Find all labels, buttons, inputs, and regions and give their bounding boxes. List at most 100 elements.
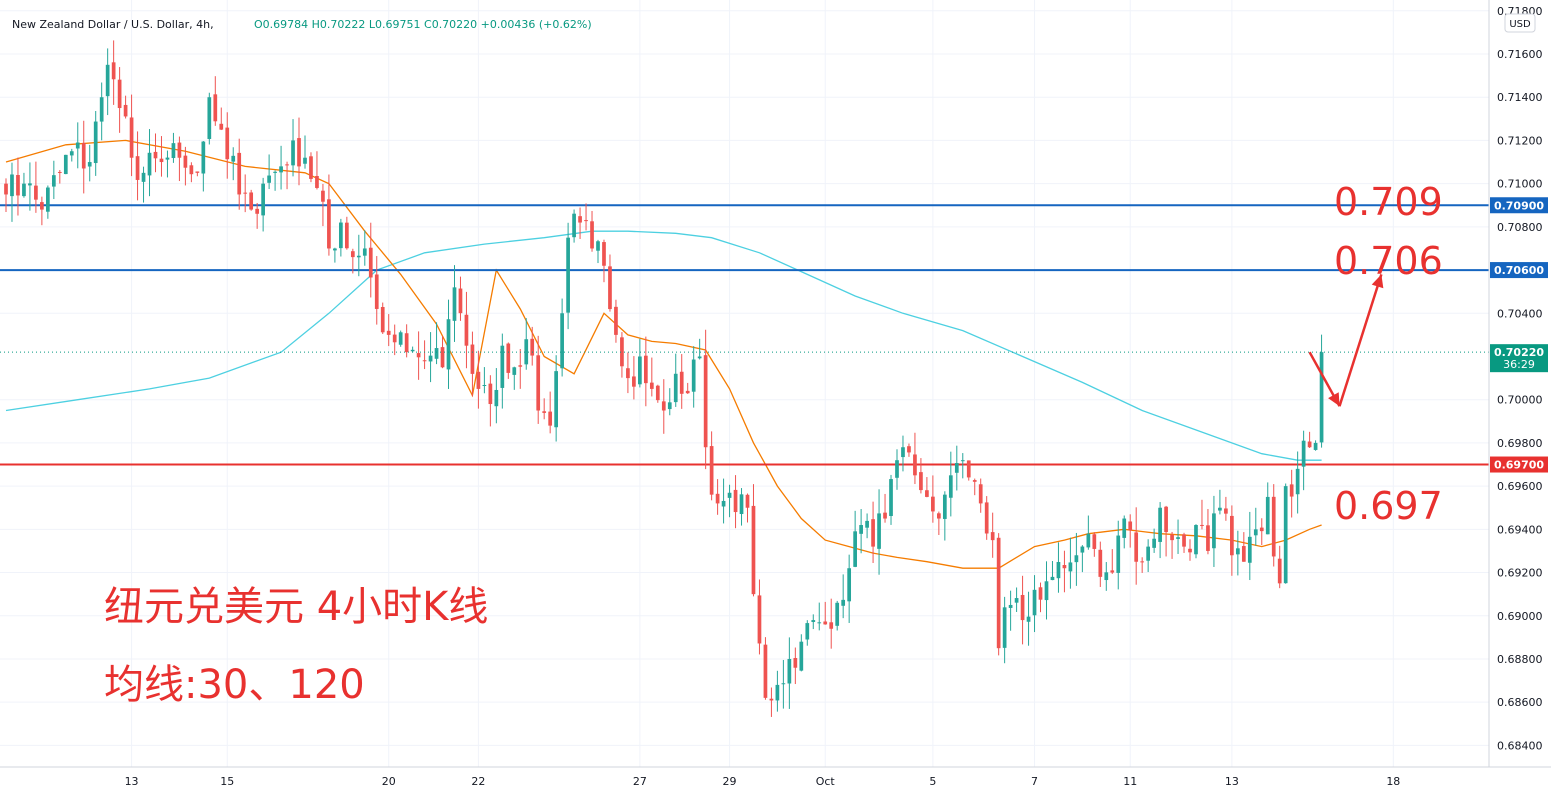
candle-down: [1289, 484, 1294, 497]
x-axis[interactable]: 13 15 20 22 27 29 Oct 5 7 11 13 18: [125, 775, 1401, 788]
x-tick-label: 11: [1123, 775, 1137, 788]
candle-down: [608, 266, 612, 310]
candle-up: [1122, 518, 1127, 538]
y-tick-label: 0.69200: [1497, 567, 1543, 580]
candle-up: [141, 172, 146, 182]
candle-up: [667, 402, 672, 410]
candle-up: [1158, 507, 1162, 542]
candle-down: [614, 306, 618, 335]
candle-down: [966, 460, 971, 478]
candle-up: [87, 162, 92, 167]
y-axis[interactable]: 0.718000.716000.714000.712000.710000.708…: [1497, 5, 1543, 753]
candle-down: [34, 185, 38, 200]
candle-up: [811, 620, 816, 623]
candle-up: [877, 513, 881, 549]
candle-down: [422, 360, 427, 362]
candle-down: [1241, 546, 1246, 562]
candle-up: [781, 683, 786, 685]
x-tick-label: 27: [633, 775, 647, 788]
candle-down: [518, 365, 523, 367]
candle-down: [530, 338, 535, 356]
candle-down: [488, 383, 493, 405]
candle-down: [135, 156, 140, 180]
candle-up: [1247, 536, 1252, 563]
candle-up: [434, 348, 439, 359]
price-tag-label: 0.69700: [1494, 459, 1544, 472]
candle-down: [111, 62, 116, 80]
candle-up: [948, 475, 953, 498]
candle-down: [996, 537, 1001, 649]
candle-up: [697, 356, 702, 359]
candle-up: [398, 332, 403, 345]
annotation-0709: 0.709: [1334, 180, 1443, 224]
candle-down: [972, 480, 977, 482]
currency-badge[interactable]: [1504, 13, 1536, 33]
candle-down: [1092, 534, 1097, 549]
candle-down: [1038, 587, 1043, 600]
candle-up: [22, 183, 26, 197]
candle-down: [219, 123, 224, 130]
y-tick-label: 0.71400: [1497, 91, 1543, 104]
candle-down: [685, 390, 690, 394]
candle-down: [81, 142, 86, 169]
candle-up: [524, 339, 529, 365]
candle-up: [1026, 616, 1031, 622]
x-tick-label: 22: [471, 775, 485, 788]
annotation-0706: 0.706: [1334, 239, 1443, 283]
candle-up: [954, 463, 959, 473]
candle-down: [542, 411, 547, 413]
candle-down: [476, 371, 481, 389]
candle-down: [978, 484, 983, 504]
candle-down: [225, 127, 230, 160]
grid-lines: [0, 0, 1489, 767]
candle-up: [1319, 352, 1324, 443]
candle-down: [751, 505, 756, 595]
candle-up: [1074, 555, 1079, 563]
symbol-label[interactable]: New Zealand Dollar / U.S. Dollar, 4h,: [12, 18, 214, 31]
price-tag: [1490, 344, 1548, 373]
candle-down: [649, 382, 654, 389]
candle-up: [482, 385, 487, 387]
candle-down: [703, 355, 708, 448]
candle-up: [799, 641, 804, 671]
candle-down: [177, 142, 182, 158]
candle-up: [512, 367, 517, 375]
candle-up: [362, 248, 367, 256]
candle-up: [1283, 486, 1288, 584]
candle-down: [297, 138, 301, 167]
candle-up: [841, 599, 846, 606]
candle-up: [835, 602, 840, 626]
candle-down: [123, 104, 128, 117]
candle-down: [506, 343, 511, 373]
candle-down: [159, 158, 164, 163]
candle-up: [452, 287, 457, 321]
candle-up: [895, 460, 899, 478]
candle-down: [416, 353, 421, 358]
x-tick-label: 20: [382, 775, 396, 788]
candle-up: [1194, 525, 1198, 555]
candle-up: [63, 154, 68, 175]
candle-down: [1277, 558, 1282, 584]
candle-up: [1104, 572, 1109, 581]
candle-up: [1313, 442, 1318, 450]
chart-title-cn: 纽元兑美元 4小时K线: [104, 584, 488, 630]
candle-up: [572, 213, 576, 238]
price-tag-label: 0.70900: [1494, 199, 1544, 212]
candle-up: [805, 623, 810, 640]
ma-label-cn: 均线:30、120: [104, 662, 365, 708]
candle-up: [1235, 548, 1240, 555]
candle-down: [925, 490, 929, 497]
candle-up: [1301, 440, 1306, 467]
candle-down: [153, 151, 158, 159]
candle-up: [428, 355, 433, 362]
candle-down: [626, 368, 630, 379]
candle-down: [655, 385, 660, 401]
candle-down: [757, 595, 762, 644]
projection-arrow: [1308, 274, 1384, 407]
candle-down: [368, 247, 373, 278]
candle-down: [285, 164, 289, 166]
arrow-head-down: [1328, 392, 1340, 407]
candle-up: [446, 319, 451, 370]
